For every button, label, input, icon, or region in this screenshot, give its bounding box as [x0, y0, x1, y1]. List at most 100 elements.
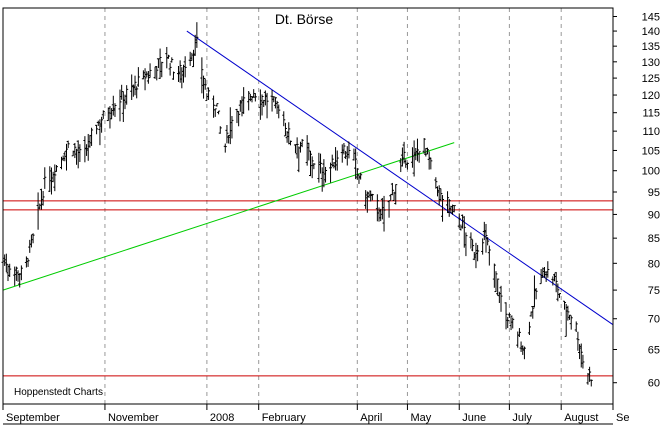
price-bar: [78, 144, 82, 162]
price-bar: [576, 331, 580, 351]
price-bar: [130, 74, 134, 100]
price-bar: [148, 63, 152, 79]
price-bar: [329, 162, 333, 183]
price-bar: [65, 143, 69, 171]
price-bar: [240, 96, 244, 117]
price-bar: [260, 94, 264, 116]
price-bar: [355, 168, 359, 180]
price-bar: [48, 166, 52, 192]
price-bar: [288, 140, 292, 146]
y-tick-label: 65: [648, 344, 660, 356]
price-bar: [389, 193, 393, 201]
price-bar: [108, 106, 112, 129]
price-bar: [125, 85, 129, 105]
price-bar: [141, 70, 145, 80]
price-bar: [13, 266, 17, 286]
trendline: [2, 142, 455, 291]
price-bar: [31, 233, 35, 244]
price-bar: [8, 263, 12, 277]
price-bar: [392, 191, 396, 201]
price-bar: [106, 107, 110, 122]
price-bar: [390, 182, 394, 196]
price-bar: [277, 104, 281, 119]
price-bar: [459, 224, 463, 231]
price-bar: [225, 125, 229, 144]
price-bar: [28, 239, 32, 253]
price-bar: [322, 159, 326, 188]
price-bar: [235, 108, 239, 124]
chart-frame: [2, 7, 614, 405]
price-bar: [273, 97, 277, 109]
y-tick-label: 110: [642, 126, 660, 138]
price-bar: [228, 107, 232, 145]
price-bar: [529, 311, 533, 317]
price-bar: [19, 265, 23, 281]
price-bar: [170, 57, 174, 63]
price-bar: [76, 140, 80, 169]
price-bar: [101, 110, 105, 119]
price-bar: [344, 150, 348, 159]
price-bar: [494, 271, 498, 293]
price-bar: [136, 67, 140, 87]
price-bar: [262, 99, 266, 108]
price-bar: [340, 144, 344, 163]
y-tick-label: 70: [648, 314, 660, 326]
price-bar: [218, 126, 222, 134]
price-bar: [118, 89, 122, 122]
price-bar: [293, 144, 297, 154]
price-bar: [345, 146, 349, 166]
price-bar: [66, 140, 70, 149]
price-bar: [499, 285, 503, 312]
price-bar: [252, 89, 256, 98]
price-bar: [507, 312, 511, 318]
price-bar: [402, 141, 406, 164]
price-bar: [133, 75, 137, 96]
price-bar: [24, 256, 28, 268]
price-bar: [202, 75, 206, 99]
price-bar: [589, 379, 593, 387]
price-bar: [437, 185, 441, 206]
price-bar: [452, 205, 456, 213]
price-bar: [492, 263, 496, 288]
price-bar: [394, 184, 398, 205]
x-tick-label: June: [462, 412, 486, 424]
price-bar: [427, 151, 431, 170]
price-bar: [195, 22, 199, 48]
price-bar: [36, 192, 40, 230]
price-bar: [563, 300, 567, 310]
y-tick-label: 120: [642, 90, 660, 102]
price-bar: [29, 234, 33, 248]
price-bar: [247, 90, 251, 111]
price-bar: [382, 195, 386, 232]
x-axis: September November 2008 February April May Jun…: [2, 404, 629, 425]
price-bar: [111, 95, 115, 116]
price-bar: [153, 66, 157, 79]
x-tick-label: August: [564, 412, 598, 424]
price-bar: [100, 116, 104, 133]
price-bar: [425, 147, 429, 155]
price-bar: [472, 252, 476, 261]
x-tick-label: April: [360, 412, 382, 424]
price-bar: [230, 116, 234, 139]
y-tick-label: 140: [642, 26, 660, 38]
price-bar: [297, 146, 301, 173]
price-bar: [447, 199, 451, 217]
price-bar: [238, 100, 242, 112]
price-bar: [414, 147, 418, 161]
price-bar: [436, 186, 440, 197]
price-bar: [405, 162, 409, 170]
y-tick-label: 80: [648, 258, 660, 270]
price-bar: [145, 71, 149, 78]
price-bar: [86, 133, 90, 161]
price-bar: [272, 96, 276, 103]
price-bar: [558, 293, 562, 298]
price-bar: [83, 136, 87, 163]
price-bar: [61, 155, 65, 162]
price-bar: [176, 65, 180, 82]
price-bar: [205, 93, 209, 102]
price-bar: [330, 154, 334, 167]
price-bar: [26, 258, 30, 267]
trendline: [186, 30, 614, 326]
price-bar: [178, 60, 182, 83]
